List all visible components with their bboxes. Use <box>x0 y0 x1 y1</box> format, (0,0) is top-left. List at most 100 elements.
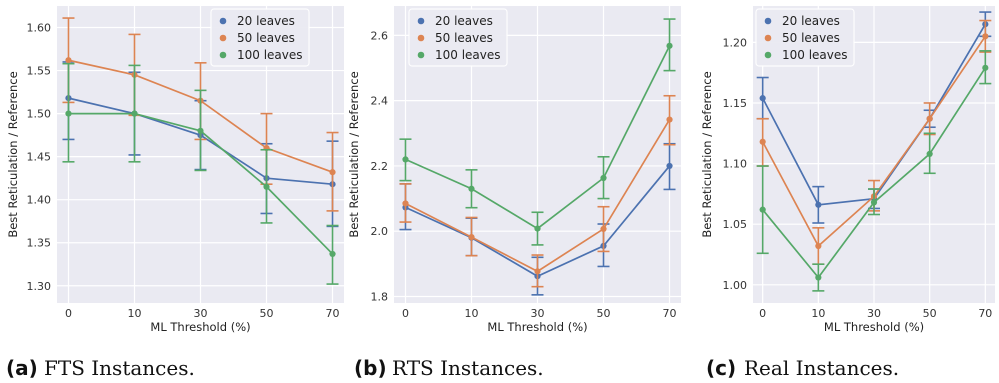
data-point <box>131 110 138 117</box>
x-tick-label: 0 <box>65 307 72 320</box>
legend-label: 50 leaves <box>782 31 840 45</box>
data-point <box>666 42 673 49</box>
x-tick-label: 70 <box>663 307 677 320</box>
y-tick-label: 1.30 <box>27 280 52 293</box>
legend-marker <box>764 34 772 42</box>
chart-panel-2: 1.8 2.0 2.2 2.4 2.6 0 10 30 50 70 ML Threshold (%)… <box>347 6 681 380</box>
legend-marker <box>417 51 425 59</box>
legend: 20 leaves 50 leaves 100 leaves <box>408 8 508 67</box>
y-tick-label: 1.05 <box>723 218 748 231</box>
caption-text: Real Instances. <box>744 356 899 380</box>
chart-panel-1: 1.30 1.35 1.40 1.45 1.50 1.55 1.60 0 10 30 50 70 ML … <box>6 6 344 380</box>
data-point <box>329 169 336 176</box>
x-axis-title: ML Threshold (%) <box>487 320 587 334</box>
data-point <box>65 57 72 64</box>
data-point <box>982 33 989 40</box>
y-tick-label: 1.00 <box>723 279 748 292</box>
chart-panel-3: 1.00 1.05 1.10 1.15 1.20 0 10 30 50 70 ML Threshol… <box>700 6 995 380</box>
legend-label: 100 leaves <box>237 48 303 62</box>
y-tick-label: 2.4 <box>371 95 389 108</box>
x-tick-label: 70 <box>978 307 992 320</box>
data-point <box>402 156 409 163</box>
caption-label: (a) <box>6 356 38 380</box>
data-point <box>329 250 336 258</box>
y-tick-label: 1.50 <box>27 108 52 121</box>
y-axis-title: Best Reticulation / Reference <box>6 71 20 237</box>
series-3 <box>756 50 992 292</box>
x-tick-label: 50 <box>260 307 274 320</box>
data-point <box>926 115 933 122</box>
legend: 20 leaves 50 leaves 100 leaves <box>755 8 855 67</box>
legend-label: 20 leaves <box>435 14 493 28</box>
legend-marker <box>764 51 772 59</box>
x-tick-label: 0 <box>402 307 409 320</box>
data-point <box>759 138 766 145</box>
legend-marker <box>417 17 425 25</box>
data-point <box>263 183 270 190</box>
x-tick-label: 0 <box>759 307 766 320</box>
x-tick-label: 50 <box>923 307 937 320</box>
legend-marker <box>219 17 227 25</box>
data-point <box>815 242 822 250</box>
y-tick-label: 2.0 <box>371 225 389 238</box>
legend-label: 20 leaves <box>237 14 295 28</box>
legend-label: 100 leaves <box>782 48 848 62</box>
series-2 <box>399 94 676 288</box>
data-point <box>666 116 673 123</box>
data-point <box>815 274 822 281</box>
caption-label: (c) <box>706 356 736 380</box>
x-tick-label: 30 <box>867 307 881 320</box>
data-point <box>982 64 989 71</box>
y-tick-label: 1.10 <box>723 158 748 171</box>
y-tick-label: 2.2 <box>371 160 389 173</box>
y-tick-label: 1.8 <box>371 290 389 303</box>
legend-marker <box>219 34 227 42</box>
x-tick-label: 30 <box>194 307 208 320</box>
legend-frame <box>408 8 508 67</box>
data-point <box>666 162 673 170</box>
x-tick-label: 10 <box>811 307 825 320</box>
legend-frame <box>755 8 855 67</box>
y-tick-label: 1.20 <box>723 36 748 49</box>
data-point <box>402 200 409 207</box>
caption-label: (b) <box>354 356 387 380</box>
legend-label: 100 leaves <box>435 48 501 62</box>
legend-marker <box>219 51 227 59</box>
caption-text: RTS Instances. <box>392 356 544 380</box>
x-tick-label: 10 <box>127 307 141 320</box>
y-axis-title: Best Reticulation / Reference <box>347 71 361 237</box>
data-point <box>759 206 766 213</box>
legend-marker <box>417 34 425 42</box>
y-tick-label: 1.60 <box>27 22 52 35</box>
caption-text: FTS Instances. <box>44 356 195 380</box>
data-point <box>65 110 72 117</box>
x-axis-title: ML Threshold (%) <box>150 320 250 334</box>
data-point <box>468 185 475 192</box>
data-point <box>534 225 541 232</box>
y-tick-label: 1.35 <box>27 237 52 250</box>
legend-frame <box>210 8 310 67</box>
x-tick-label: 30 <box>531 307 545 320</box>
y-tick-label: 1.55 <box>27 65 52 78</box>
x-axis-title: ML Threshold (%) <box>824 320 924 334</box>
data-point <box>870 199 878 206</box>
data-point <box>534 268 541 275</box>
legend-label: 50 leaves <box>237 31 295 45</box>
data-point <box>815 201 822 208</box>
data-point <box>468 233 475 241</box>
series-3 <box>62 62 339 285</box>
series-3 <box>399 18 676 246</box>
data-point <box>759 95 766 102</box>
y-tick-label: 1.45 <box>27 151 52 164</box>
x-tick-label: 50 <box>597 307 611 320</box>
data-point <box>600 225 607 233</box>
x-tick-label: 10 <box>464 307 478 320</box>
data-point <box>600 174 607 182</box>
legend-label: 20 leaves <box>782 14 840 28</box>
data-point <box>926 150 933 157</box>
legend: 20 leaves 50 leaves 100 leaves <box>210 8 310 67</box>
y-tick-label: 1.15 <box>723 97 748 110</box>
legend-label: 50 leaves <box>435 31 493 45</box>
data-point <box>197 127 204 134</box>
